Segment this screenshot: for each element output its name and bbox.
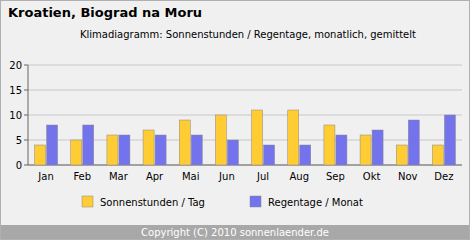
legend-swatch (250, 196, 261, 207)
x-tick-label: Mai (182, 171, 200, 182)
bars (35, 110, 456, 165)
y-tick (24, 140, 28, 141)
y-tick (24, 115, 28, 116)
x-tick-label: Apr (146, 171, 164, 182)
grid-line (28, 90, 462, 91)
bar (143, 130, 154, 165)
grid-line (28, 115, 462, 116)
y-tick (24, 165, 28, 166)
bar (71, 140, 82, 165)
bar (432, 145, 443, 165)
grid-line (28, 65, 462, 66)
legend-label: Sonnenstunden / Tag (100, 197, 205, 208)
title: Kroatien, Biograd na Moru (8, 5, 202, 20)
x-tick-label: Jan (37, 171, 53, 182)
bar (47, 125, 58, 165)
bar (252, 110, 263, 165)
subtitle: Klimadiagramm: Sonnenstunden / Regentage… (80, 29, 416, 40)
x-tick-label: Dez (434, 171, 453, 182)
footer-bar (1, 225, 469, 239)
bar (264, 145, 275, 165)
bar (324, 125, 335, 165)
bar (119, 135, 130, 165)
y-tick-label: 10 (9, 110, 22, 121)
bar (107, 135, 118, 165)
bar (396, 145, 407, 165)
x-tick-label: Jul (256, 171, 269, 182)
x-tick-label: Mar (109, 171, 129, 182)
bar (83, 125, 94, 165)
background (1, 1, 470, 240)
x-tick-label: Aug (289, 171, 309, 182)
y-tick-label: 20 (9, 60, 22, 71)
y-tick-label: 15 (9, 85, 22, 96)
y-tick (24, 90, 28, 91)
y-axis (28, 65, 29, 165)
bar (179, 120, 190, 165)
bar (191, 135, 202, 165)
bar (215, 115, 226, 165)
x-tick-label: Sep (326, 171, 345, 182)
legend-swatch (82, 196, 93, 207)
bar (300, 145, 311, 165)
bar (372, 130, 383, 165)
x-tick-label: Feb (73, 171, 91, 182)
bar (288, 110, 299, 165)
bar (336, 135, 347, 165)
y-tick (24, 65, 28, 66)
x-tick-label: Okt (363, 171, 381, 182)
bar (408, 120, 419, 165)
bar (227, 140, 238, 165)
bar (155, 135, 166, 165)
y-tick-label: 0 (16, 160, 22, 171)
x-tick-label: Jun (218, 171, 235, 182)
footer: Copyright (C) 2010 sonnenlaender.de (141, 227, 329, 238)
x-tick-label: Nov (398, 171, 418, 182)
bar (444, 115, 455, 165)
bar (35, 145, 46, 165)
legend-label: Regentage / Monat (268, 197, 363, 208)
bar (360, 135, 371, 165)
y-tick-label: 5 (16, 135, 22, 146)
